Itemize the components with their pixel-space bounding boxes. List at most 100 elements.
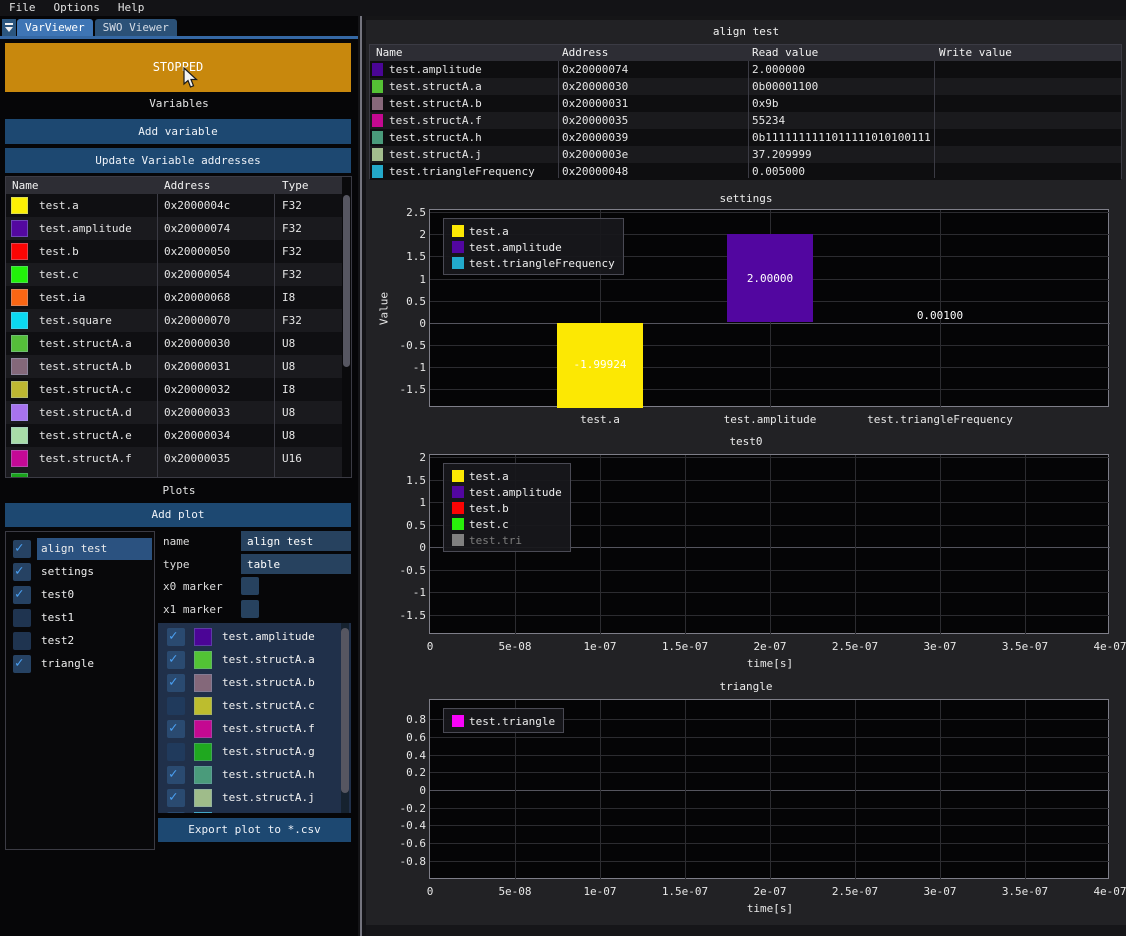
plot-list-item-settings[interactable]: ✓ settings xyxy=(6,561,154,584)
series-item-test-structa-g[interactable]: test.structA.g xyxy=(158,741,351,764)
series-visible-checkbox[interactable]: ✓ xyxy=(167,651,185,669)
variable-color-swatch[interactable] xyxy=(11,197,28,214)
legend-entry-test-trianglefrequency[interactable]: test.triangleFrequency xyxy=(452,255,615,271)
plot-list-item-test0[interactable]: ✓ test0 xyxy=(6,584,154,607)
column-divider[interactable] xyxy=(748,45,749,178)
plot-visible-checkbox[interactable] xyxy=(13,609,31,627)
series-visible-checkbox[interactable]: ✓ xyxy=(167,766,185,784)
column-divider[interactable] xyxy=(934,45,935,178)
table-row[interactable]: test.square 0x20000070 F32 xyxy=(6,309,342,332)
plot-list-item-test2[interactable]: test2 xyxy=(6,630,154,653)
plot-list-item-triangle[interactable]: ✓ triangle xyxy=(6,653,154,676)
series-color-swatch[interactable] xyxy=(194,720,212,738)
add-variable-button[interactable]: Add variable xyxy=(5,119,351,144)
legend-entry-test-a[interactable]: test.a xyxy=(452,468,562,484)
table-row[interactable]: test.structA.e 0x20000034 U8 xyxy=(6,424,342,447)
series-item-test-structa-c[interactable]: test.structA.c xyxy=(158,695,351,718)
add-plot-button[interactable]: Add plot xyxy=(5,503,351,527)
legend-entry-test-a[interactable]: test.a xyxy=(452,223,615,239)
series-item-test-structa-b[interactable]: ✓ test.structA.b xyxy=(158,672,351,695)
series-visible-checkbox[interactable]: ✓ xyxy=(167,720,185,738)
plot-visible-checkbox[interactable] xyxy=(13,632,31,650)
series-visible-checkbox[interactable]: ✓ xyxy=(167,812,185,813)
scrollbar-thumb[interactable] xyxy=(343,195,350,367)
series-item-test-structa-a[interactable]: ✓ test.structA.a xyxy=(158,649,351,672)
table-row[interactable]: test.structA.d 0x20000033 U8 xyxy=(6,401,342,424)
legend-entry-test-amplitude[interactable]: test.amplitude xyxy=(452,484,562,500)
series-color-swatch[interactable] xyxy=(194,674,212,692)
pane-splitter[interactable] xyxy=(358,16,366,936)
series-visible-checkbox[interactable] xyxy=(167,697,185,715)
series-visible-checkbox[interactable]: ✓ xyxy=(167,789,185,807)
series-item-test-structa-j[interactable]: ✓ test.structA.j xyxy=(158,787,351,810)
variable-color-swatch[interactable] xyxy=(11,427,28,444)
legend-entry-test-triangle[interactable]: test.triangle xyxy=(452,713,555,729)
legend-entry-test-c[interactable]: test.c xyxy=(452,516,562,532)
table-row[interactable]: test.structA.b 0x20000031 0x9b xyxy=(370,95,1121,112)
series-color-swatch[interactable] xyxy=(194,697,212,715)
plot-type-input[interactable] xyxy=(241,554,351,574)
scrollbar-thumb[interactable] xyxy=(341,628,349,793)
table-row[interactable]: test.ia 0x20000068 I8 xyxy=(6,286,342,309)
menu-item-help[interactable]: Help xyxy=(117,1,145,14)
tab-varviewer[interactable]: VarViewer xyxy=(17,19,93,36)
table-row[interactable]: test.structA.a 0x20000030 0b00001100 xyxy=(370,78,1121,95)
plot-visible-checkbox[interactable]: ✓ xyxy=(13,586,31,604)
table-row[interactable]: test.b 0x20000050 F32 xyxy=(6,240,342,263)
series-color-swatch[interactable] xyxy=(194,743,212,761)
table-row[interactable]: test.amplitude 0x20000074 F32 xyxy=(6,217,342,240)
table-row[interactable]: test.triangleFrequency 0x20000048 0.005000 xyxy=(370,163,1121,180)
variable-color-swatch[interactable] xyxy=(11,335,28,352)
variable-color-swatch[interactable] xyxy=(11,381,28,398)
series-color-swatch[interactable] xyxy=(194,651,212,669)
x0-marker-checkbox[interactable] xyxy=(241,577,259,595)
series-color-swatch[interactable] xyxy=(194,789,212,807)
table-row[interactable]: test.structA.h 0x20000039 0b11111111110111… xyxy=(370,129,1121,146)
variable-color-swatch[interactable] xyxy=(11,312,28,329)
variable-color-swatch[interactable] xyxy=(11,243,28,260)
x1-marker-checkbox[interactable] xyxy=(241,600,259,618)
table-row[interactable]: test.structA.f 0x20000035 55234 xyxy=(370,112,1121,129)
variable-color-swatch[interactable] xyxy=(11,266,28,283)
variable-color-swatch[interactable] xyxy=(11,404,28,421)
legend-entry-test-tri[interactable]: test.tri xyxy=(452,532,562,548)
column-divider[interactable] xyxy=(274,177,275,477)
variable-color-swatch[interactable] xyxy=(11,220,28,237)
legend-entry-test-amplitude[interactable]: test.amplitude xyxy=(452,239,615,255)
plot-name-input[interactable] xyxy=(241,531,351,551)
table-row[interactable]: test.structA.f 0x20000035 U16 xyxy=(6,447,342,470)
variable-color-swatch[interactable] xyxy=(11,450,28,467)
tab-list-button[interactable] xyxy=(2,19,16,36)
table-row[interactable]: test.structA.a 0x20000030 U8 xyxy=(6,332,342,355)
series-color-swatch[interactable] xyxy=(194,628,212,646)
table-row[interactable]: test.amplitude 0x20000074 2.000000 xyxy=(370,61,1121,78)
series-item-test-structa-h[interactable]: ✓ test.structA.h xyxy=(158,764,351,787)
tab-swo-viewer[interactable]: SWO Viewer xyxy=(94,19,177,36)
series-color-swatch[interactable] xyxy=(194,766,212,784)
column-divider[interactable] xyxy=(157,177,158,477)
table-row-partial[interactable] xyxy=(6,470,342,477)
menu-item-options[interactable]: Options xyxy=(53,1,100,14)
series-visible-checkbox[interactable]: ✓ xyxy=(167,628,185,646)
table-row[interactable]: test.structA.b 0x20000031 U8 xyxy=(6,355,342,378)
target-state-button[interactable]: STOPPED xyxy=(5,43,351,92)
table-row[interactable]: test.structA.j 0x2000003e 37.209999 xyxy=(370,146,1121,163)
update-variable-addresses-button[interactable]: Update Variable addresses xyxy=(5,148,351,173)
variable-color-swatch[interactable] xyxy=(11,358,28,375)
plot-visible-checkbox[interactable]: ✓ xyxy=(13,563,31,581)
plot-list-item-test1[interactable]: test1 xyxy=(6,607,154,630)
series-visible-checkbox[interactable]: ✓ xyxy=(167,674,185,692)
legend-entry-test-b[interactable]: test.b xyxy=(452,500,562,516)
series-visible-checkbox[interactable] xyxy=(167,743,185,761)
table-row[interactable]: test.structA.c 0x20000032 I8 xyxy=(6,378,342,401)
plot-list-item-align-test[interactable]: ✓ align test xyxy=(6,538,154,561)
series-item-test-amplitude[interactable]: ✓ test.amplitude xyxy=(158,626,351,649)
menu-item-file[interactable]: File xyxy=(9,1,36,14)
plot-visible-checkbox[interactable]: ✓ xyxy=(13,655,31,673)
series-item-partial[interactable]: ✓ xyxy=(158,810,351,813)
column-divider[interactable] xyxy=(558,45,559,178)
table-row[interactable]: test.a 0x2000004c F32 xyxy=(6,194,342,217)
series-item-test-structa-f[interactable]: ✓ test.structA.f xyxy=(158,718,351,741)
table-row[interactable]: test.c 0x20000054 F32 xyxy=(6,263,342,286)
variable-color-swatch[interactable] xyxy=(11,289,28,306)
